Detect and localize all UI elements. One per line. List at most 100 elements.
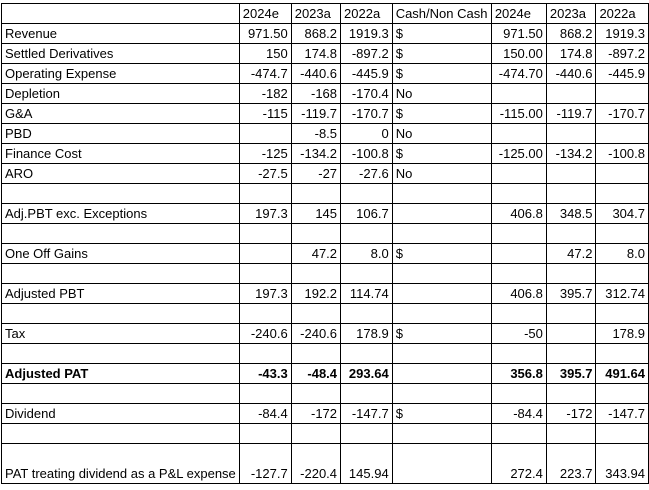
cell-cash-value-2023a[interactable]: -119.7 (545, 103, 597, 124)
cell-label[interactable]: Tax (1, 323, 240, 344)
cell-value-2024e[interactable]: 150 (238, 43, 292, 64)
cell-value-2023a[interactable]: -168 (290, 83, 342, 104)
empty-cell[interactable] (238, 303, 292, 324)
cell-value-2023a[interactable]: -172 (290, 403, 342, 424)
cell-cash-value-2022a[interactable]: 178.9 (595, 323, 649, 344)
empty-cell[interactable] (340, 263, 393, 284)
cell-cash-value-2023a[interactable]: -134.2 (545, 143, 597, 164)
cell-label[interactable]: Finance Cost (1, 143, 240, 164)
cell-cash-flag[interactable]: $ (391, 243, 492, 264)
cell-value-2022a[interactable]: 178.9 (340, 323, 393, 344)
cell-cash-value-2024e[interactable]: -474.70 (490, 63, 547, 84)
cell-cash-value-2024e[interactable]: -115.00 (490, 103, 547, 124)
cell-cash-flag[interactable] (391, 443, 492, 484)
empty-cell[interactable] (545, 343, 597, 364)
cell-cash-value-2024e[interactable]: 406.8 (490, 283, 547, 304)
cell-cash-flag[interactable]: $ (391, 63, 492, 84)
cell-value-2022a[interactable]: -170.7 (340, 103, 393, 124)
cell-label[interactable]: G&A (1, 103, 240, 124)
empty-cell[interactable] (595, 303, 649, 324)
cell-cash-value-2022a[interactable]: 491.64 (595, 363, 649, 384)
cell-cash-value-2023a[interactable]: 47.2 (545, 243, 597, 264)
cell-value-2023a[interactable]: 47.2 (290, 243, 342, 264)
cell-value-2022a[interactable]: 1919.3 (340, 23, 393, 44)
cell-cash-flag[interactable]: $ (391, 323, 492, 344)
empty-cell[interactable] (290, 343, 342, 364)
empty-cell[interactable] (340, 183, 393, 204)
cell-value-2022a[interactable]: -27.6 (340, 163, 393, 184)
cell-cash-value-2023a[interactable] (545, 83, 597, 104)
cell-cash-flag[interactable] (391, 203, 492, 224)
empty-cell[interactable] (490, 303, 547, 324)
empty-cell[interactable] (1, 343, 240, 364)
empty-cell[interactable] (290, 223, 342, 244)
cell-value-2023a[interactable]: -440.6 (290, 63, 342, 84)
empty-cell[interactable] (490, 263, 547, 284)
cell-cash-value-2022a[interactable]: -897.2 (595, 43, 649, 64)
cell-value-2024e[interactable]: -474.7 (238, 63, 292, 84)
cell-cash-value-2023a[interactable]: 395.7 (545, 363, 597, 384)
cell-cash-value-2023a[interactable]: 348.5 (545, 203, 597, 224)
cell-cash-value-2022a[interactable]: -147.7 (595, 403, 649, 424)
empty-cell[interactable] (1, 383, 240, 404)
cell-label[interactable]: ARO (1, 163, 240, 184)
empty-cell[interactable] (340, 383, 393, 404)
cell-value-2024e[interactable] (238, 123, 292, 144)
cell-value-2022a[interactable]: -100.8 (340, 143, 393, 164)
empty-cell[interactable] (290, 263, 342, 284)
cell-value-2022a[interactable]: 145.94 (340, 443, 393, 484)
empty-cell[interactable] (290, 383, 342, 404)
cell-cash-value-2022a[interactable] (595, 123, 649, 144)
cell-value-2024e[interactable]: -115 (238, 103, 292, 124)
cell-cash-flag[interactable] (391, 283, 492, 304)
cell-label[interactable]: Adj.PBT exc. Exceptions (1, 203, 240, 224)
cell-value-2022a[interactable]: 114.74 (340, 283, 393, 304)
cell-value-2022a[interactable]: 293.64 (340, 363, 393, 384)
cell-value-2024e[interactable]: -27.5 (238, 163, 292, 184)
cell-cash-value-2022a[interactable]: 1919.3 (595, 23, 649, 44)
cell-cash-value-2022a[interactable]: 312.74 (595, 283, 649, 304)
empty-cell[interactable] (595, 343, 649, 364)
header-cell-cash-2022a[interactable]: 2022a (595, 3, 649, 24)
cell-cash-flag[interactable]: $ (391, 103, 492, 124)
cell-value-2024e[interactable]: -240.6 (238, 323, 292, 344)
empty-cell[interactable] (545, 423, 597, 444)
empty-cell[interactable] (1, 423, 240, 444)
cell-cash-value-2023a[interactable]: 174.8 (545, 43, 597, 64)
empty-cell[interactable] (238, 343, 292, 364)
empty-cell[interactable] (391, 383, 492, 404)
cell-cash-value-2024e[interactable] (490, 163, 547, 184)
cell-label[interactable]: Dividend (1, 403, 240, 424)
cell-cash-flag[interactable] (391, 363, 492, 384)
cell-value-2022a[interactable]: 8.0 (340, 243, 393, 264)
cell-value-2022a[interactable]: -897.2 (340, 43, 393, 64)
empty-cell[interactable] (545, 383, 597, 404)
empty-cell[interactable] (391, 303, 492, 324)
empty-cell[interactable] (490, 183, 547, 204)
cell-label[interactable]: Adjusted PAT (1, 363, 240, 384)
empty-cell[interactable] (545, 223, 597, 244)
cell-value-2022a[interactable]: -147.7 (340, 403, 393, 424)
cell-value-2023a[interactable]: 174.8 (290, 43, 342, 64)
cell-label[interactable]: Depletion (1, 83, 240, 104)
cell-value-2023a[interactable]: -240.6 (290, 323, 342, 344)
empty-cell[interactable] (290, 423, 342, 444)
cell-cash-value-2022a[interactable]: 8.0 (595, 243, 649, 264)
cell-cash-flag[interactable]: $ (391, 143, 492, 164)
cell-cash-value-2024e[interactable]: -84.4 (490, 403, 547, 424)
cell-value-2022a[interactable]: -170.4 (340, 83, 393, 104)
cell-value-2024e[interactable]: -125 (238, 143, 292, 164)
cell-label[interactable]: PAT treating dividend as a P&L expense (1, 443, 240, 484)
empty-cell[interactable] (340, 343, 393, 364)
cell-cash-value-2022a[interactable]: -445.9 (595, 63, 649, 84)
cell-cash-flag[interactable]: $ (391, 403, 492, 424)
header-cell-cash-2023a[interactable]: 2023a (545, 3, 597, 24)
empty-cell[interactable] (595, 183, 649, 204)
cell-value-2023a[interactable]: -220.4 (290, 443, 342, 484)
empty-cell[interactable] (340, 423, 393, 444)
empty-cell[interactable] (490, 343, 547, 364)
cell-label[interactable]: Adjusted PBT (1, 283, 240, 304)
cell-cash-flag[interactable]: $ (391, 43, 492, 64)
empty-cell[interactable] (391, 343, 492, 364)
cell-cash-value-2023a[interactable]: 395.7 (545, 283, 597, 304)
